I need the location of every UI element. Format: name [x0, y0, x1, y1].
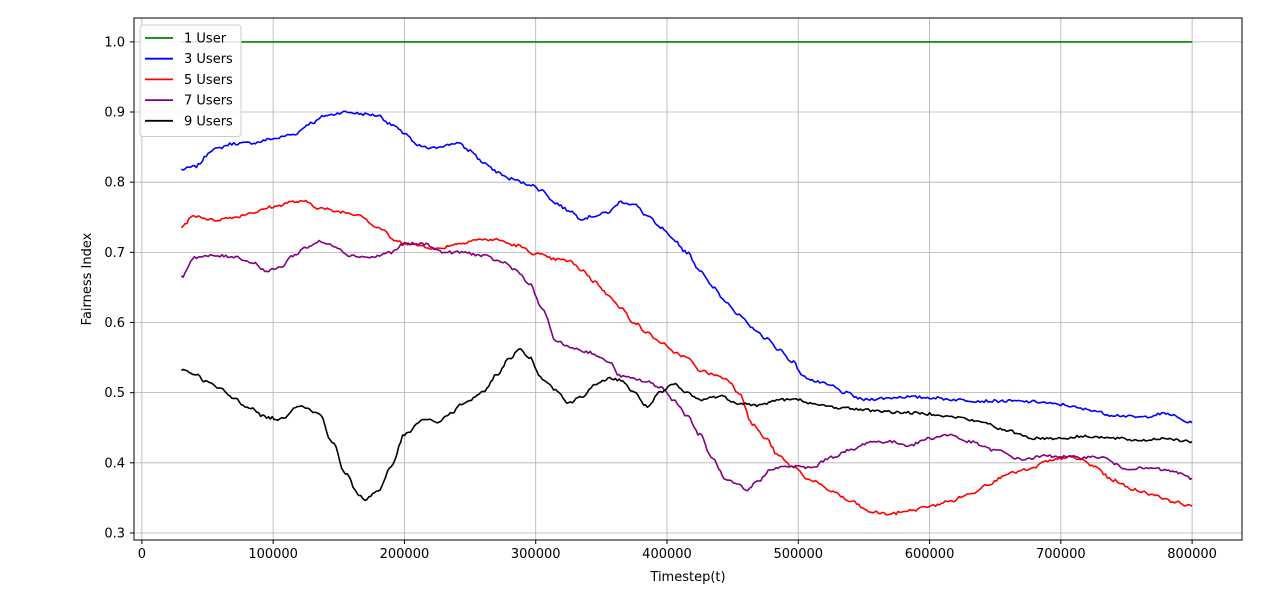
series-line-9-users: [180, 348, 1193, 502]
series-line-3-users: [181, 110, 1193, 424]
x-tick-label: 100000: [248, 547, 298, 562]
x-axis-ticks: 0 100000 200000 300000 400000 500000 600000 700…: [138, 540, 1217, 562]
y-tick-label: 0.7: [104, 246, 125, 261]
x-tick-label: 400000: [642, 547, 692, 562]
plot-frame: [133, 17, 1243, 541]
x-tick-label: 0: [138, 547, 146, 562]
legend-entry: 3 Users: [184, 52, 233, 67]
legend-entry: 7 Users: [184, 94, 233, 109]
y-tick-label: 0.6: [104, 316, 125, 331]
legend-box: [139, 24, 242, 137]
legend-entry: 9 Users: [184, 114, 233, 129]
y-tick-label: 0.3: [104, 526, 125, 541]
y-tick-label: 0.9: [104, 106, 125, 121]
x-tick-label: 500000: [773, 547, 823, 562]
y-tick-label: 1.0: [104, 35, 125, 50]
x-tick-label: 700000: [1036, 547, 1086, 562]
x-tick-label: 800000: [1167, 547, 1217, 562]
series-line-5-users: [180, 199, 1193, 516]
x-axis-label: Timestep(t): [649, 570, 725, 585]
legend: 1 User 3 Users 5 Users 7 Users 9 Users: [139, 24, 242, 137]
x-tick-label: 600000: [905, 547, 955, 562]
y-tick-label: 0.8: [104, 176, 125, 191]
x-tick-label: 200000: [380, 547, 430, 562]
y-tick-label: 0.5: [104, 386, 125, 401]
x-tick-label: 300000: [511, 547, 561, 562]
grid-lines: [134, 18, 1242, 540]
legend-entry: 1 User: [184, 32, 227, 47]
series-line-7-users: [180, 239, 1193, 492]
series-lines: [180, 41, 1193, 516]
y-tick-label: 0.4: [104, 456, 125, 471]
legend-entry: 5 Users: [184, 73, 233, 88]
y-axis-label: Fairness Index: [80, 232, 95, 325]
y-axis-ticks: 0.3 0.4 0.5 0.6 0.7 0.8 0.9 1.0: [104, 35, 134, 541]
